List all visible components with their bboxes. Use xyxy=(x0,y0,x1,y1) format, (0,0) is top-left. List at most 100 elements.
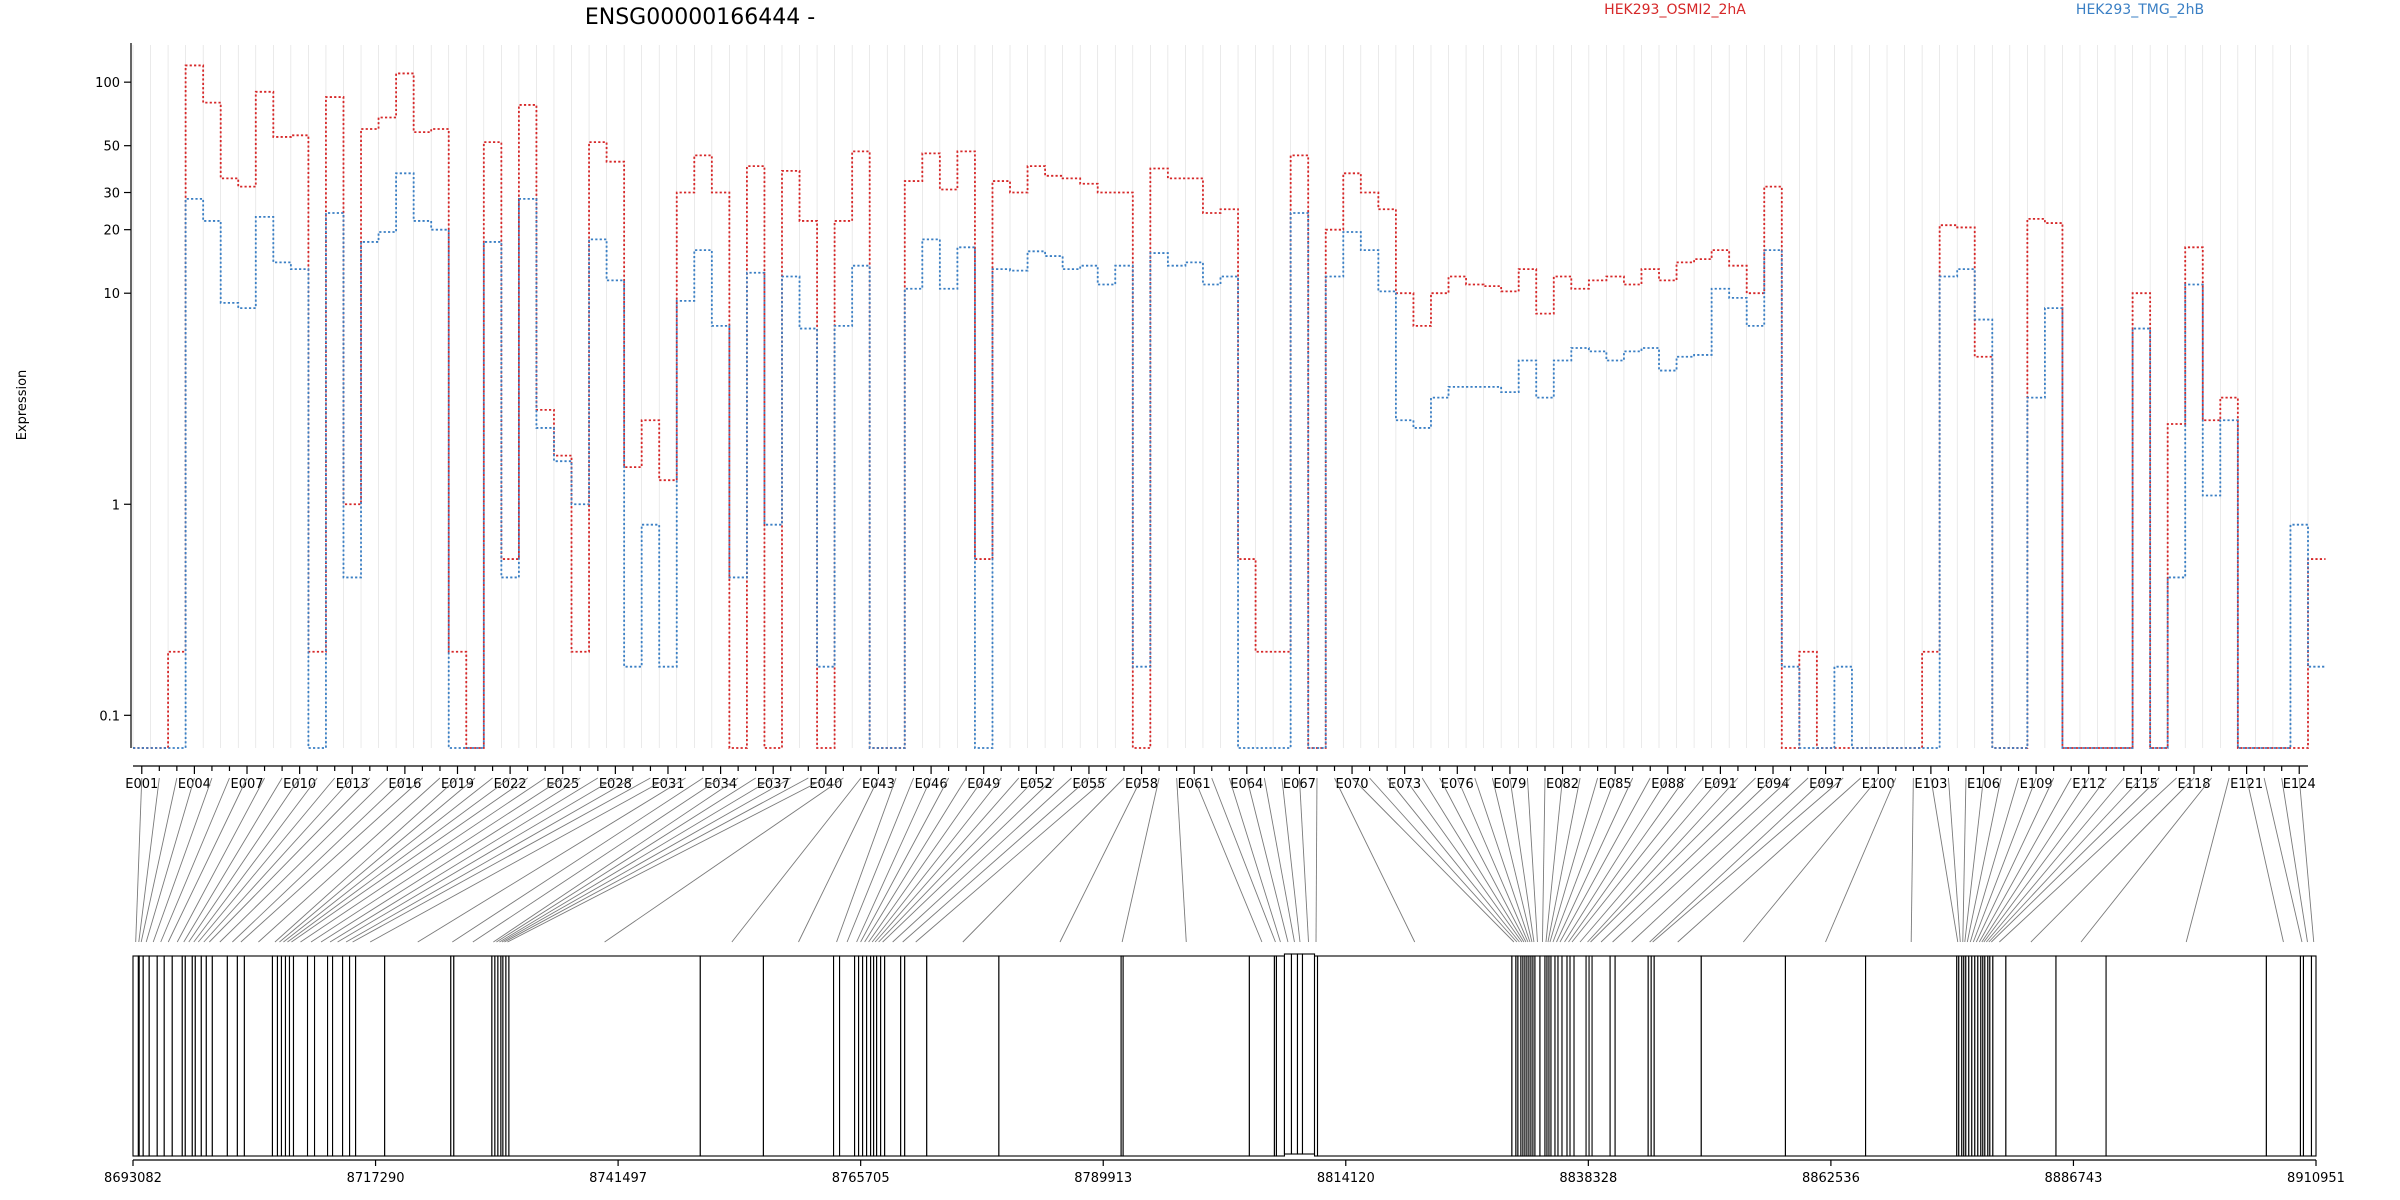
y-axis-label: Expression xyxy=(15,370,30,441)
x-tick-label: E076 xyxy=(1441,777,1474,792)
exon-connector xyxy=(279,777,476,943)
exon-connector xyxy=(1315,777,1318,943)
x-tick-label: E043 xyxy=(862,777,895,792)
exon-connector xyxy=(1491,777,1533,943)
x-tick-label: E073 xyxy=(1388,777,1421,792)
x-tick-label: E079 xyxy=(1493,777,1526,792)
exon-box xyxy=(1569,955,1575,1157)
exon-connector xyxy=(1677,777,1862,943)
exon-connector xyxy=(493,777,739,943)
exon-connector xyxy=(731,777,862,943)
x-tick-label: E115 xyxy=(2125,777,2158,792)
exon-box xyxy=(2302,955,2313,1157)
exon-box xyxy=(313,955,329,1157)
exon-box xyxy=(1784,955,1867,1157)
exon-connector xyxy=(1930,777,1959,943)
x-tick-label: E025 xyxy=(546,777,579,792)
exon-box xyxy=(1301,953,1316,1155)
x-tick-label: E088 xyxy=(1651,777,1684,792)
exon-connector xyxy=(501,777,791,943)
exon-connector xyxy=(1193,777,1263,943)
exon-box xyxy=(862,955,868,1157)
exon-connector xyxy=(1545,777,1563,943)
exon-connector xyxy=(1964,777,1984,943)
genome-tick-label: 8717290 xyxy=(347,1171,405,1186)
exon-connector xyxy=(452,777,704,943)
exon-box xyxy=(508,955,701,1157)
exon-connector xyxy=(1962,777,1967,943)
series-line-tmg xyxy=(133,172,2326,749)
exon-connector xyxy=(369,777,669,943)
exon-connector xyxy=(1975,777,2055,943)
exon-connector xyxy=(1568,777,1686,943)
x-tick-label: E046 xyxy=(915,777,948,792)
exon-connector xyxy=(197,777,336,943)
exon-connector xyxy=(892,777,1072,943)
exon-connector xyxy=(240,777,423,943)
exon-connector xyxy=(1556,777,1634,943)
exon-connector xyxy=(219,777,388,943)
exon-connector xyxy=(2281,777,2308,943)
exon-connector xyxy=(291,777,528,943)
exon-connector xyxy=(2246,777,2284,943)
exon-connector xyxy=(1564,777,1669,943)
genome-tick-label: 8814120 xyxy=(1317,1171,1375,1186)
exon-connector xyxy=(1059,777,1142,943)
exon-box xyxy=(866,955,872,1157)
exon-connector xyxy=(604,777,844,943)
exon-connector xyxy=(287,777,511,943)
exon-box xyxy=(1561,955,1568,1157)
exon-box xyxy=(2265,955,2302,1157)
exon-connector xyxy=(871,777,1002,943)
exon-box xyxy=(236,955,245,1157)
x-tick-label: E028 xyxy=(599,777,632,792)
gridlines xyxy=(132,45,2309,748)
exon-box xyxy=(880,955,886,1157)
exon-connector xyxy=(1176,777,1187,943)
exon-box xyxy=(1865,955,1958,1157)
series-line-osmi xyxy=(133,64,2326,749)
exon-box xyxy=(306,955,316,1157)
x-tick-label: E037 xyxy=(757,777,790,792)
exon-box xyxy=(2105,955,2267,1157)
exon-connector xyxy=(507,777,827,943)
exon-connector xyxy=(2298,777,2315,943)
exon-connector xyxy=(1649,777,1826,943)
y-tick-label: 30 xyxy=(103,187,120,202)
exon-box xyxy=(384,955,452,1157)
exon-box xyxy=(839,955,856,1157)
x-tick-label: E124 xyxy=(2283,777,2316,792)
exon-connector xyxy=(1652,777,1844,943)
x-tick-label: E016 xyxy=(388,777,421,792)
x-tick-label: E040 xyxy=(809,777,842,792)
x-tick-label: E085 xyxy=(1599,777,1632,792)
exon-connector xyxy=(1246,777,1289,943)
x-tick-label: E007 xyxy=(230,777,263,792)
exon-connector xyxy=(135,777,143,943)
exon-box xyxy=(1591,955,1611,1157)
exon-connector xyxy=(300,777,546,943)
exon-connector xyxy=(1369,777,1518,943)
exon-box xyxy=(1316,955,1513,1157)
exon-connector xyxy=(1421,777,1525,943)
exon-connector xyxy=(1281,777,1301,943)
exon-box xyxy=(1609,955,1616,1157)
exon-connector xyxy=(1474,777,1531,943)
exon-connector xyxy=(188,777,301,943)
exon-box xyxy=(132,955,139,1157)
exon-connector xyxy=(2080,777,2212,943)
exon-connector xyxy=(864,777,967,943)
exon-box xyxy=(900,955,906,1157)
exon-connector xyxy=(152,777,213,943)
exon-connector xyxy=(1999,777,2177,943)
genome-tick-label: 8886743 xyxy=(2044,1171,2102,1186)
genome-tick-label: 8910951 xyxy=(2287,1171,2345,1186)
exon-box xyxy=(1992,955,2007,1157)
exon-connector xyxy=(846,777,914,943)
genome-tick-label: 8693082 xyxy=(104,1171,162,1186)
exon-connector xyxy=(1456,777,1529,943)
exon-box xyxy=(699,955,764,1157)
exon-connector xyxy=(283,777,493,943)
x-tick-label: E010 xyxy=(283,777,316,792)
